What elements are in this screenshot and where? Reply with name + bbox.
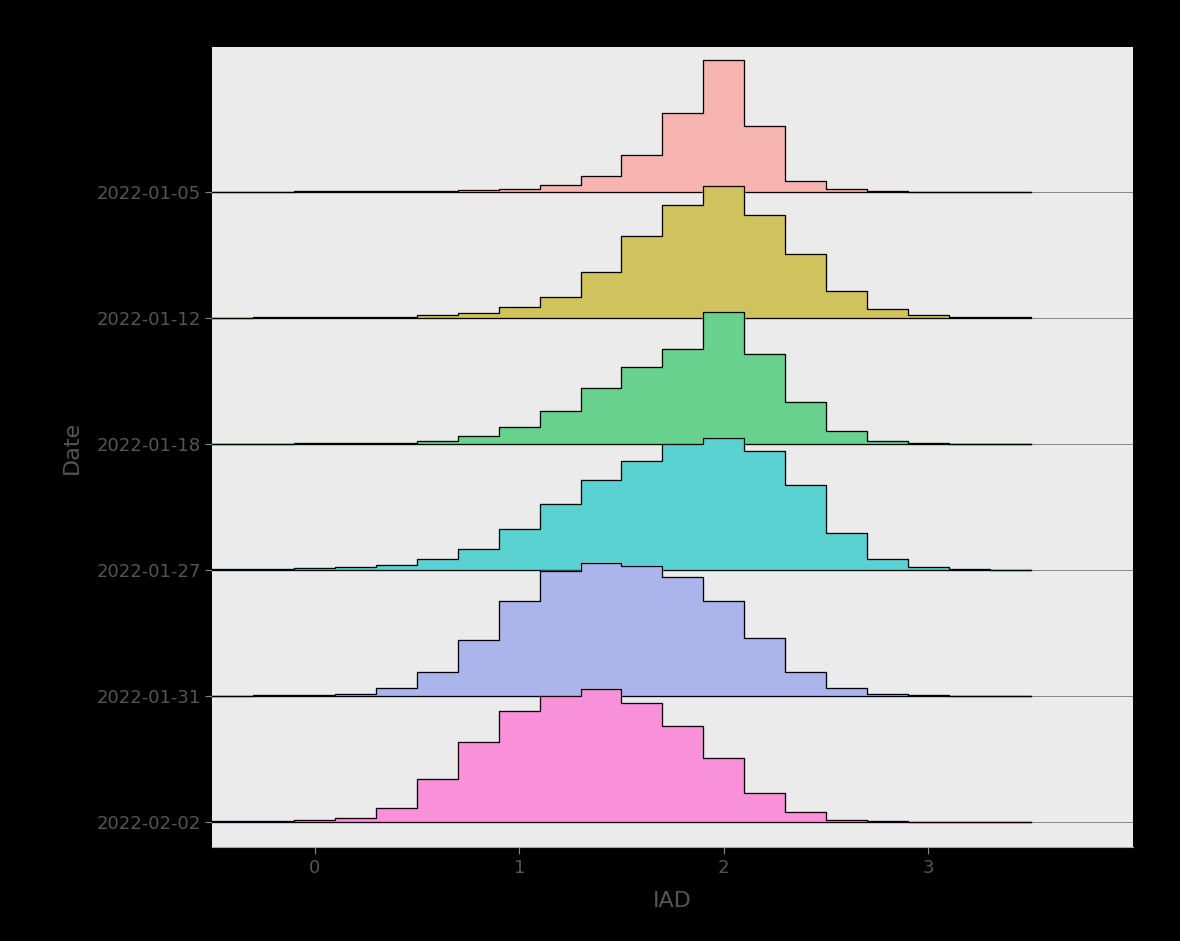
Polygon shape	[212, 185, 1030, 318]
Polygon shape	[212, 311, 1030, 444]
Polygon shape	[212, 311, 1030, 444]
Polygon shape	[212, 690, 1030, 821]
Polygon shape	[212, 59, 1030, 192]
Polygon shape	[212, 185, 1030, 318]
Polygon shape	[212, 438, 1030, 570]
Polygon shape	[212, 690, 1030, 821]
Polygon shape	[212, 564, 1030, 695]
X-axis label: IAD: IAD	[654, 890, 691, 911]
Y-axis label: Date: Date	[63, 421, 83, 473]
Polygon shape	[212, 59, 1030, 192]
Polygon shape	[212, 564, 1030, 695]
Polygon shape	[212, 438, 1030, 570]
